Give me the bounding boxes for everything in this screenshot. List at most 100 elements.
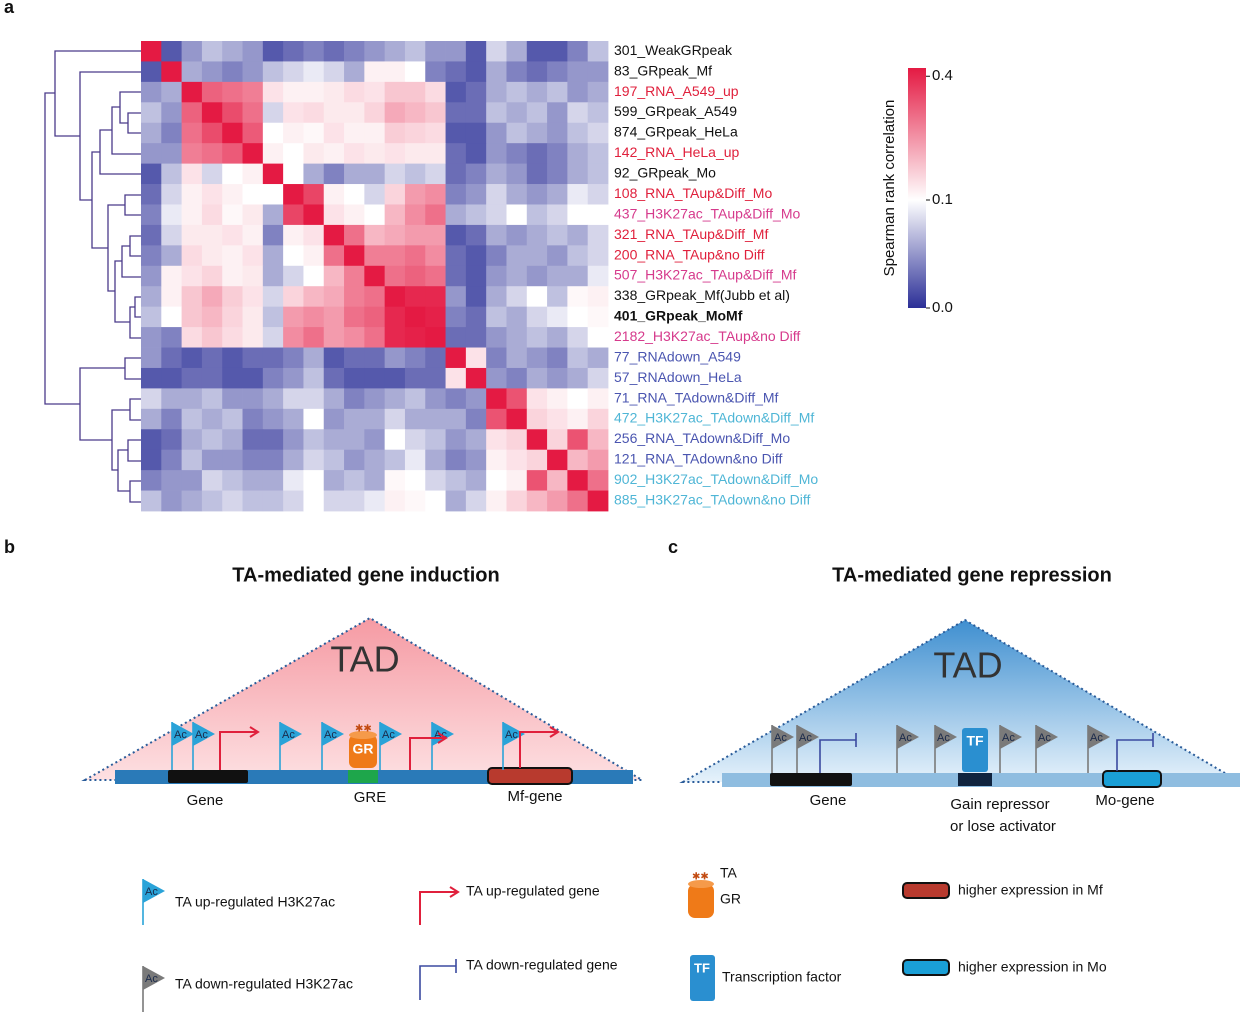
cell [323, 245, 345, 267]
cell [364, 449, 386, 471]
cell [262, 470, 284, 491]
cell [323, 449, 345, 471]
cell [161, 347, 183, 369]
gre-box [348, 770, 378, 783]
cell [303, 61, 325, 83]
cell [384, 388, 406, 410]
row-label: 321_RNA_TAup&Diff_Mf [614, 226, 768, 242]
cell [323, 429, 345, 451]
target-label: Mf-gene [507, 788, 562, 805]
cell [364, 470, 386, 491]
cell [222, 41, 243, 62]
cell [567, 265, 589, 287]
legend-text: higher expression in Mf [958, 882, 1103, 898]
cell [141, 490, 162, 512]
cell [323, 102, 345, 124]
cell [445, 408, 467, 430]
cell [242, 102, 264, 124]
cell [404, 265, 426, 287]
cell [587, 81, 609, 103]
cell [547, 204, 568, 226]
cell [547, 286, 568, 308]
cell [222, 224, 243, 246]
legend-text: GR [720, 891, 741, 907]
cell [384, 61, 406, 83]
cell [547, 265, 568, 287]
flag [143, 879, 165, 903]
cell [404, 184, 426, 205]
cell [323, 306, 345, 328]
cell [323, 388, 345, 410]
cell [445, 143, 467, 165]
cell [283, 429, 304, 451]
cell [283, 41, 304, 62]
cell [445, 327, 467, 348]
cell [242, 184, 264, 205]
cell [465, 306, 487, 328]
cell [161, 122, 183, 144]
cell [506, 81, 528, 103]
cell [506, 470, 528, 491]
flag [322, 722, 344, 746]
cell [222, 102, 243, 124]
cell [141, 408, 162, 430]
cell [242, 122, 264, 144]
cell [303, 490, 325, 512]
gene-label: Gene [187, 792, 224, 809]
cell [283, 81, 304, 103]
cell [201, 306, 223, 328]
gr-label: GR [353, 741, 374, 757]
cell [364, 143, 386, 165]
cell [262, 286, 284, 308]
cell [547, 41, 568, 62]
cell [262, 449, 284, 471]
cell [181, 41, 203, 62]
cell [547, 490, 568, 512]
cell [364, 429, 386, 451]
legend-text: TA up-regulated H3K27ac [175, 894, 335, 910]
flag-label: Ac [1038, 732, 1051, 744]
cell [242, 367, 264, 389]
cell [141, 245, 162, 267]
cell [262, 408, 284, 430]
cell [445, 367, 467, 389]
cell [526, 470, 548, 491]
cell [547, 184, 568, 205]
cell [242, 224, 264, 246]
cell [262, 122, 284, 144]
cell [364, 408, 386, 430]
cell [567, 286, 589, 308]
cell [384, 102, 406, 124]
cell [141, 102, 162, 124]
cell [262, 347, 284, 369]
cell [445, 204, 467, 226]
cell [404, 245, 426, 267]
cell [242, 61, 264, 83]
cell [161, 81, 183, 103]
cell [364, 245, 386, 267]
flag-label: Ac [937, 732, 950, 744]
cell [506, 286, 528, 308]
site-label: Gain repressor [950, 796, 1049, 813]
cell [283, 163, 304, 185]
cell [486, 306, 507, 328]
cell [344, 327, 365, 348]
cell [384, 184, 406, 205]
cell [587, 41, 609, 62]
cell [181, 470, 203, 491]
cell [161, 388, 183, 410]
gene-label: Gene [810, 792, 847, 809]
cell [404, 408, 426, 430]
cell [141, 388, 162, 410]
cell [141, 470, 162, 491]
cell [506, 143, 528, 165]
cell [181, 490, 203, 512]
cell [262, 163, 284, 185]
cell [547, 429, 568, 451]
row-label: 885_H3K27ac_TAdown&no Diff [614, 491, 811, 507]
cell [506, 41, 528, 62]
cell [587, 224, 609, 246]
cell [384, 470, 406, 491]
flag-label: Ac [195, 729, 208, 741]
cell [283, 245, 304, 267]
